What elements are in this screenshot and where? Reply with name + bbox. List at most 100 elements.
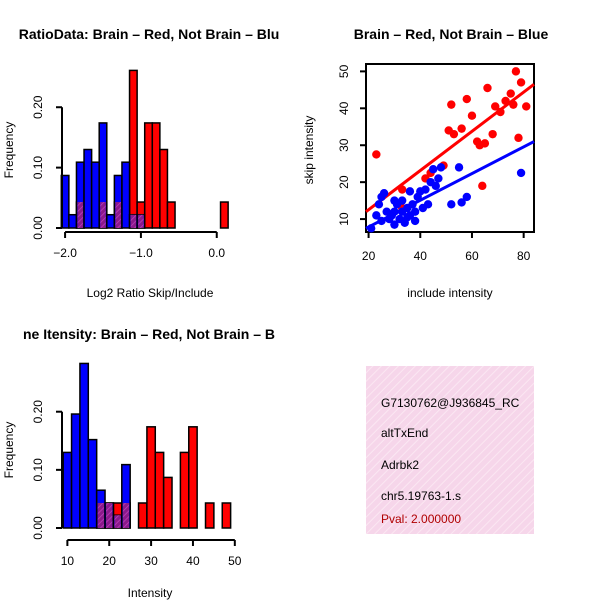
not-brain-point <box>421 185 430 194</box>
brain-point <box>478 181 487 191</box>
x-tick-label: 40 <box>414 249 428 263</box>
overlap-bar <box>100 202 106 228</box>
not-brain-point <box>447 200 456 209</box>
intensity-histogram-axes: 10 20 30 40 50 0.00 0.10 0.20 <box>31 400 242 568</box>
info-box: G7130762@J936845_RC altTxEnd Adrbk2 chr5… <box>366 366 534 534</box>
brain-point <box>467 111 477 120</box>
not-brain-point <box>423 200 433 209</box>
ratio-histogram-ylabel: Frequency <box>2 122 16 179</box>
not-brain-bar <box>106 213 116 229</box>
brain-point <box>447 100 456 109</box>
brain-bar <box>179 451 190 529</box>
overlap-bar <box>138 214 144 228</box>
not-brain-point <box>434 174 443 183</box>
overlap-bar <box>122 502 130 528</box>
not-brain-point <box>390 207 399 216</box>
info-locus: chr5.19763-1.s <box>381 489 461 503</box>
ratio-histogram-panel: RatioData: Brain – Red, Not Brain – Blu … <box>2 26 279 300</box>
ratio-histogram-xlabel: Log2 Ratio Skip/Include <box>87 286 214 300</box>
not-brain-bar <box>83 148 93 229</box>
brain-bar <box>146 426 157 529</box>
brain-point <box>506 89 515 98</box>
x-tick-label: 50 <box>228 554 242 568</box>
y-tick-label: 10 <box>337 212 351 226</box>
overlap-bar <box>114 515 121 528</box>
y-tick-label: 0.20 <box>31 400 45 424</box>
scatter-axes: 20 40 60 80 10 20 30 40 50 <box>337 64 531 263</box>
x-tick-label: 20 <box>362 249 376 263</box>
brain-fit-line <box>365 83 535 213</box>
scatter-xlabel: include intensity <box>407 286 492 300</box>
not-brain-bar <box>121 161 131 229</box>
brain-bar <box>154 451 165 529</box>
y-tick-label: 0.00 <box>31 216 45 240</box>
not-brain-bar <box>79 362 90 529</box>
brain-bar <box>219 201 229 229</box>
overlap-bar <box>106 502 113 528</box>
y-tick-label: 30 <box>337 138 351 152</box>
x-tick-label: −2.0 <box>53 246 77 260</box>
not-brain-point <box>516 168 526 178</box>
brain-point <box>462 94 471 104</box>
brain-point <box>480 139 490 148</box>
brain-bar <box>151 122 161 229</box>
brain-point <box>501 96 510 106</box>
not-brain-point <box>408 200 417 209</box>
info-id: G7130762@J936845_RC <box>381 396 520 410</box>
scatter-title: Brain – Red, Not Brain – Blue <box>354 26 549 42</box>
not-brain-point <box>374 200 384 209</box>
not-brain-point <box>405 187 415 196</box>
not-brain-point <box>431 181 440 191</box>
info-gene: Adrbk2 <box>381 458 419 472</box>
brain-bar <box>143 122 154 229</box>
scatter-ylabel: skip intensity <box>302 116 316 185</box>
brain-point <box>449 129 459 139</box>
ratio-histogram-axes: −2.0 −1.0 0.0 0.00 0.10 0.20 <box>31 95 225 260</box>
not-brain-point <box>454 163 464 172</box>
ratio-histogram-bars <box>60 69 229 229</box>
not-brain-point <box>397 196 407 205</box>
y-tick-label: 0.10 <box>31 156 45 180</box>
intensity-scatter-panel: Brain – Red, Not Brain – Blue 20 40 60 80 10… <box>302 26 548 300</box>
brain-bar <box>162 476 173 529</box>
brain-point <box>483 83 492 93</box>
brain-bar <box>166 201 176 229</box>
scatter-points <box>366 67 531 233</box>
not-brain-bar <box>68 213 78 229</box>
x-tick-label: 10 <box>61 554 75 568</box>
x-tick-label: 0.0 <box>208 246 225 260</box>
brain-point <box>511 67 521 76</box>
not-brain-bar <box>90 161 100 229</box>
not-brain-point <box>377 216 386 226</box>
overlap-bar <box>115 202 121 228</box>
info-pvalue: Pval: 2.000000 <box>381 512 461 526</box>
overlap-bar <box>77 202 84 228</box>
x-tick-label: 40 <box>186 554 200 568</box>
brain-bar <box>188 426 198 529</box>
brain-point <box>516 78 526 87</box>
intensity-histogram-bars <box>62 362 232 529</box>
brain-point <box>457 124 466 133</box>
brain-point <box>514 133 523 143</box>
brain-point <box>372 150 381 159</box>
info-box-background <box>366 366 534 534</box>
not-brain-point <box>436 163 446 172</box>
overlap-bar <box>97 502 105 528</box>
not-brain-bar <box>62 451 73 529</box>
x-tick-label: 60 <box>465 249 479 263</box>
intensity-histogram-title: ne Itensity: Brain – Red, Not Brain – B <box>23 326 275 342</box>
not-brain-point <box>366 224 376 233</box>
scatter-plot-box <box>365 63 535 233</box>
brain-point <box>488 129 497 139</box>
y-tick-label: 50 <box>337 64 351 78</box>
brain-point <box>397 185 407 194</box>
intensity-histogram-xlabel: Intensity <box>128 586 173 600</box>
not-brain-point <box>390 220 399 229</box>
not-brain-point <box>410 216 420 226</box>
x-tick-label: 20 <box>103 554 117 568</box>
brain-point <box>509 100 518 109</box>
info-event-type: altTxEnd <box>381 426 428 440</box>
y-tick-label: 0.20 <box>31 95 45 119</box>
intensity-histogram-ylabel: Frequency <box>2 422 16 479</box>
